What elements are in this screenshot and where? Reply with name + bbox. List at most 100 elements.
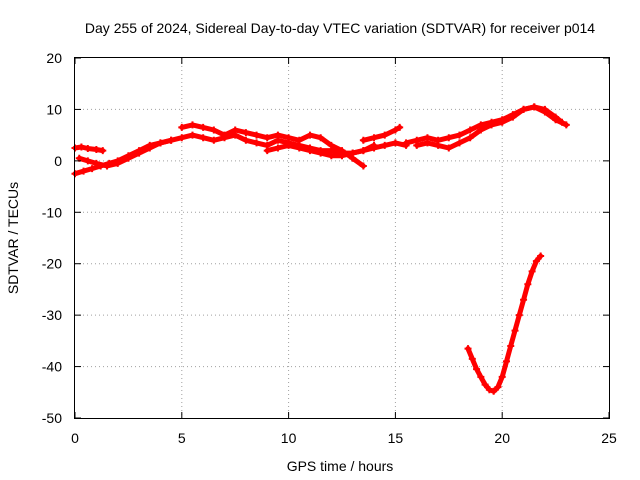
- data-point: [253, 131, 261, 139]
- data-point: [327, 152, 335, 160]
- data-point: [552, 113, 560, 121]
- y-tick-label: -10: [42, 204, 62, 220]
- data-point: [210, 136, 218, 144]
- data-point: [221, 131, 229, 139]
- y-tick-label: -50: [42, 410, 62, 426]
- data-point: [464, 345, 472, 353]
- y-ticks: 20 10 0 -10 -20 -30 -40 -50: [42, 50, 609, 426]
- data-point: [210, 126, 218, 134]
- data-point: [188, 121, 196, 129]
- data-point: [528, 267, 536, 275]
- data-point: [92, 146, 100, 154]
- data-point: [103, 162, 111, 170]
- data-point: [124, 154, 132, 162]
- data-point: [359, 147, 367, 155]
- data-point: [402, 139, 410, 147]
- data-point: [466, 134, 474, 142]
- data-point: [477, 373, 485, 381]
- data-point: [135, 149, 143, 157]
- data-point: [381, 131, 389, 139]
- data-point: [488, 121, 496, 129]
- data-point: [263, 147, 271, 155]
- data-point: [295, 136, 303, 144]
- data-point: [285, 141, 293, 149]
- data-point: [306, 131, 314, 139]
- data-point: [481, 381, 489, 389]
- y-tick-label: -30: [42, 307, 62, 323]
- data-point: [530, 103, 538, 111]
- data-point: [468, 355, 476, 363]
- data-point: [558, 118, 566, 126]
- data-point: [434, 141, 442, 149]
- x-tick-label: 5: [178, 430, 186, 446]
- data-point: [199, 134, 207, 142]
- data-point: [274, 144, 282, 152]
- data-point: [99, 147, 107, 155]
- data-point: [327, 141, 335, 149]
- data-point: [92, 159, 100, 167]
- data-point: [413, 141, 421, 149]
- data-point: [445, 144, 453, 152]
- data-point: [146, 144, 154, 152]
- data-point: [274, 131, 282, 139]
- y-tick-label: -40: [42, 359, 62, 375]
- data-point: [520, 296, 528, 304]
- data-point: [511, 327, 519, 335]
- data-point: [199, 123, 207, 131]
- data-point: [498, 373, 506, 381]
- data-point: [88, 165, 96, 173]
- data-point: [317, 134, 325, 142]
- data-point: [77, 143, 85, 151]
- data-point: [242, 136, 250, 144]
- y-tick-label: 10: [46, 101, 62, 117]
- grid: [75, 58, 609, 418]
- data-point: [80, 167, 88, 175]
- x-tick-label: 20: [494, 430, 510, 446]
- data-point: [445, 134, 453, 142]
- data-point: [178, 134, 186, 142]
- data-point: [370, 134, 378, 142]
- chart-title: Day 255 of 2024, Sidereal Day-to-day VTE…: [85, 20, 595, 36]
- data-point: [306, 147, 314, 155]
- data-point: [231, 126, 239, 134]
- data-point: [515, 311, 523, 319]
- plot-area: [71, 103, 570, 395]
- data-point: [338, 152, 346, 160]
- data-point: [391, 139, 399, 147]
- series-track-9: [465, 253, 544, 394]
- data-point: [541, 105, 549, 113]
- data-point: [520, 105, 528, 113]
- data-point: [507, 342, 515, 350]
- y-axis-label: SDTVAR / TECUs: [5, 182, 21, 294]
- x-tick-label: 0: [71, 430, 79, 446]
- data-point: [188, 131, 196, 139]
- data-point: [473, 365, 481, 373]
- data-point: [167, 136, 175, 144]
- data-point: [263, 134, 271, 142]
- data-point: [562, 121, 570, 129]
- data-point: [381, 141, 389, 149]
- data-point: [370, 141, 378, 149]
- data-point: [485, 386, 493, 394]
- data-point: [494, 383, 502, 391]
- data-point: [359, 162, 367, 170]
- data-point: [524, 280, 532, 288]
- data-point: [242, 129, 250, 137]
- data-point: [532, 257, 540, 265]
- data-point: [156, 139, 164, 147]
- data-point: [359, 136, 367, 144]
- data-point: [537, 252, 545, 260]
- data-point: [349, 149, 357, 157]
- plot-frame: [74, 57, 610, 419]
- data-point: [114, 159, 122, 167]
- data-point: [84, 145, 92, 153]
- data-point: [490, 387, 498, 395]
- data-point: [84, 157, 92, 165]
- data-point: [423, 139, 431, 147]
- data-point: [391, 126, 399, 134]
- data-point: [509, 113, 517, 121]
- y-tick-label: 20: [46, 50, 62, 66]
- data-point: [502, 357, 510, 365]
- x-ticks: 0 5 10 15 20 25: [71, 58, 617, 446]
